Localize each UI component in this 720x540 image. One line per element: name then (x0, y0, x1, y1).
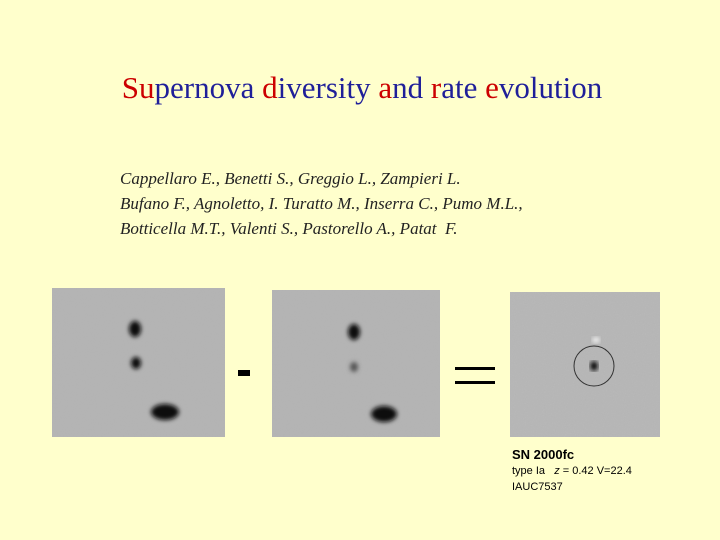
title: Supernova diversity and rate evolution (0, 70, 720, 106)
title-segment: iversity (277, 70, 379, 105)
equals-sign (455, 367, 495, 384)
image-reference (272, 290, 440, 437)
title-segment: a (378, 70, 393, 105)
title-segment: d (262, 70, 278, 105)
title-segment: ate (441, 70, 486, 105)
image-difference (510, 292, 660, 437)
type: type Ia (512, 465, 546, 477)
title-segment: nd (392, 70, 431, 105)
redshift-symbol: z (554, 465, 560, 477)
caption-circular: IAUC7537 (512, 481, 563, 493)
title-segment: volution (498, 70, 603, 105)
author-line: Cappellaro E., Benetti S., Greggio L., Z… (120, 169, 461, 188)
title-segment: Su (121, 70, 155, 105)
title-segment: e (485, 70, 499, 105)
author-line: Bufano F., Agnoletto, I. Turatto M., Ins… (120, 194, 523, 213)
title-segment: pernova (154, 70, 263, 105)
title-segment: r (430, 70, 442, 105)
author-line: Botticella M.T., Valenti S., Pastorello … (120, 219, 458, 238)
image-before (52, 288, 225, 437)
details: = 0.42 V=22.4 (562, 465, 632, 477)
minus-sign (238, 370, 250, 376)
caption-type: type Ia z = 0.42 V=22.4 (512, 465, 632, 477)
caption-name: SN 2000fc (512, 447, 575, 462)
